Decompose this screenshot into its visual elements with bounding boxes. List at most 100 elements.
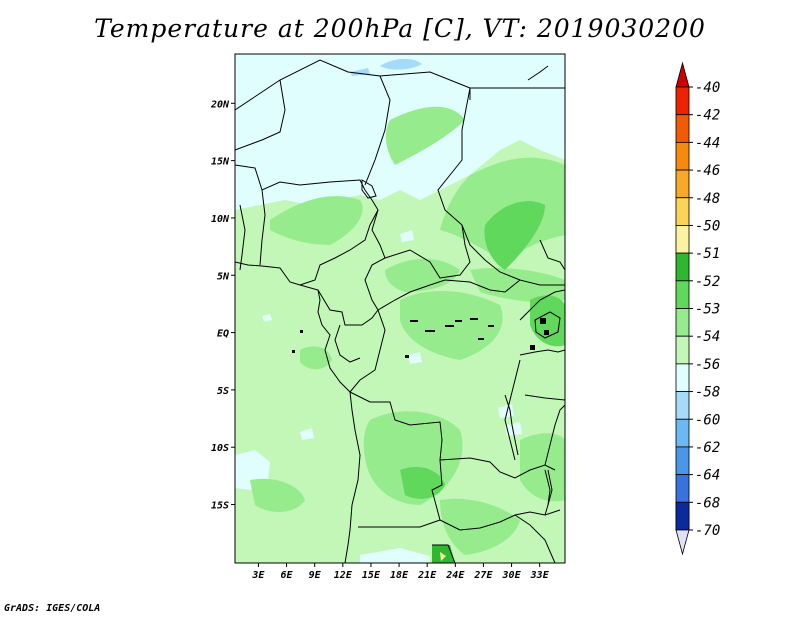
- lake-mark-5: [470, 318, 478, 320]
- border-niger-nigeria: [235, 164, 366, 191]
- border-ghana: [239, 204, 246, 271]
- lon-tick-label: 27E: [473, 570, 493, 581]
- colorbar-label: -44: [695, 135, 720, 151]
- border-chad-libya: [379, 71, 471, 100]
- darker-band-5: [470, 268, 565, 303]
- lon-tick-label: 15E: [362, 570, 381, 581]
- colorbar-label: -70: [695, 523, 720, 539]
- lon-tick-label: 21E: [417, 570, 437, 581]
- warm-dot: [440, 552, 446, 561]
- border-uganda: [519, 289, 565, 321]
- colorbar-over-arrow: [675, 61, 690, 88]
- border-tanzania: [524, 394, 565, 401]
- colorbar-swatch: [675, 363, 690, 392]
- lake-mark-13: [405, 355, 409, 358]
- latitude-axis: 20N 15N 10N 5N EQ 5S 10S 15S: [210, 99, 235, 512]
- country-borders: [235, 59, 565, 563]
- lake-mark-12: [292, 350, 295, 353]
- cold-patch-4: [505, 422, 522, 436]
- lake-mark-9: [544, 330, 549, 335]
- colorbar-label: -48: [695, 191, 720, 207]
- darker-band-3: [385, 106, 465, 165]
- lat-tick-label: 10S: [211, 443, 229, 454]
- colorbar-swatch: [675, 197, 690, 226]
- border-tanzania-south: [544, 404, 565, 466]
- darkest-patch-ne: [484, 201, 545, 270]
- lat-tick-label: 20N: [210, 99, 230, 110]
- colorbar-label: -42: [695, 108, 720, 124]
- border-mali: [235, 79, 286, 151]
- border-south-sudan: [539, 239, 565, 271]
- colorbar-label: -51: [695, 246, 720, 262]
- colorbar-swatch: [675, 252, 690, 282]
- cold-patch-6: [262, 314, 272, 322]
- colorbar-label: -58: [695, 385, 720, 401]
- lake-mark-7: [478, 338, 484, 340]
- border-angola-namibia: [358, 519, 441, 528]
- lat-tick-label: 10N: [211, 214, 230, 225]
- longitude-axis: 3E 6E 9E 12E 15E 18E 21E 24E 27E 30E 33E: [251, 563, 550, 581]
- colorbar-swatch: [675, 86, 690, 116]
- lake-chad: [361, 179, 377, 199]
- border-namibia: [432, 544, 456, 563]
- border-congo-drc: [349, 309, 386, 393]
- darker-band-9: [300, 346, 332, 370]
- border-malawi: [544, 469, 553, 516]
- border-benin-togo: [259, 189, 266, 266]
- cold-patch-2: [408, 352, 422, 364]
- lake-mark-11: [300, 330, 303, 333]
- border-gabon-congo: [334, 324, 361, 363]
- border-car-south: [377, 279, 565, 311]
- colorbar-label: -46: [695, 163, 720, 179]
- lon-tick-label: 6E: [281, 570, 294, 581]
- map-frame: [234, 53, 566, 564]
- colorbar-swatch: [675, 308, 690, 337]
- coast-westafrica: [235, 261, 361, 563]
- colorbar-label: -62: [695, 440, 720, 456]
- darkest-patch-sw: [400, 466, 445, 499]
- cold-patch-3: [498, 404, 514, 418]
- nile-course: [527, 65, 549, 81]
- lake-mark-2: [425, 330, 435, 332]
- lake-victoria: [534, 311, 561, 339]
- chart-title: Temperature at 200hPa [C], VT: 201903020…: [94, 14, 706, 43]
- lake-mark-4: [455, 320, 462, 322]
- colorbar-label: -64: [695, 468, 720, 484]
- border-cameroon-chad: [364, 209, 386, 311]
- lat-tick-label: 15S: [211, 501, 229, 512]
- colorbar-label: -50: [695, 218, 720, 234]
- darker-band-10: [250, 478, 305, 512]
- colorbar-label: -56: [695, 357, 720, 373]
- colorbar-swatch: [675, 474, 690, 503]
- grads-credit: GrADS: IGES/COLA: [4, 603, 101, 614]
- border-angola-zambia: [431, 459, 461, 531]
- colorbar-swatch: [675, 169, 690, 199]
- lat-tick-label: 15N: [211, 157, 230, 168]
- cool-lake-patch: [380, 58, 422, 70]
- border-nigeria-east: [299, 189, 379, 286]
- lake-mark-3: [445, 325, 454, 327]
- colorbar-label: -54: [695, 329, 720, 345]
- colorbar-label: -53: [695, 302, 720, 318]
- colorbar-label: -68: [695, 495, 720, 511]
- border-drc-east: [504, 359, 521, 461]
- lake-mark-10: [530, 345, 535, 350]
- lake-mark-6: [488, 325, 494, 327]
- colorbar-swatch: [675, 418, 690, 448]
- border-sudan: [461, 224, 521, 281]
- cold-region-south: [360, 548, 430, 563]
- lake-mark-8: [540, 318, 546, 324]
- darker-band-8: [520, 433, 565, 502]
- lat-tick-label: 5N: [217, 271, 230, 282]
- lat-tick-label: 5S: [217, 386, 229, 397]
- darker-band-4: [385, 258, 460, 292]
- colorbar-legend: -40 -42 -44 -46 -48 -50 -51 -52 -53 -54 -56 -58 -60 -…: [675, 61, 720, 556]
- border-uganda-south: [519, 349, 565, 356]
- lon-tick-label: 30E: [502, 570, 522, 581]
- border-drc-zambia: [439, 457, 556, 479]
- colorbar-label: -40: [695, 80, 720, 96]
- colorbar-swatch: [675, 335, 690, 365]
- colorbar-label: -60: [695, 412, 720, 428]
- colorbar-swatch-last: [675, 501, 690, 531]
